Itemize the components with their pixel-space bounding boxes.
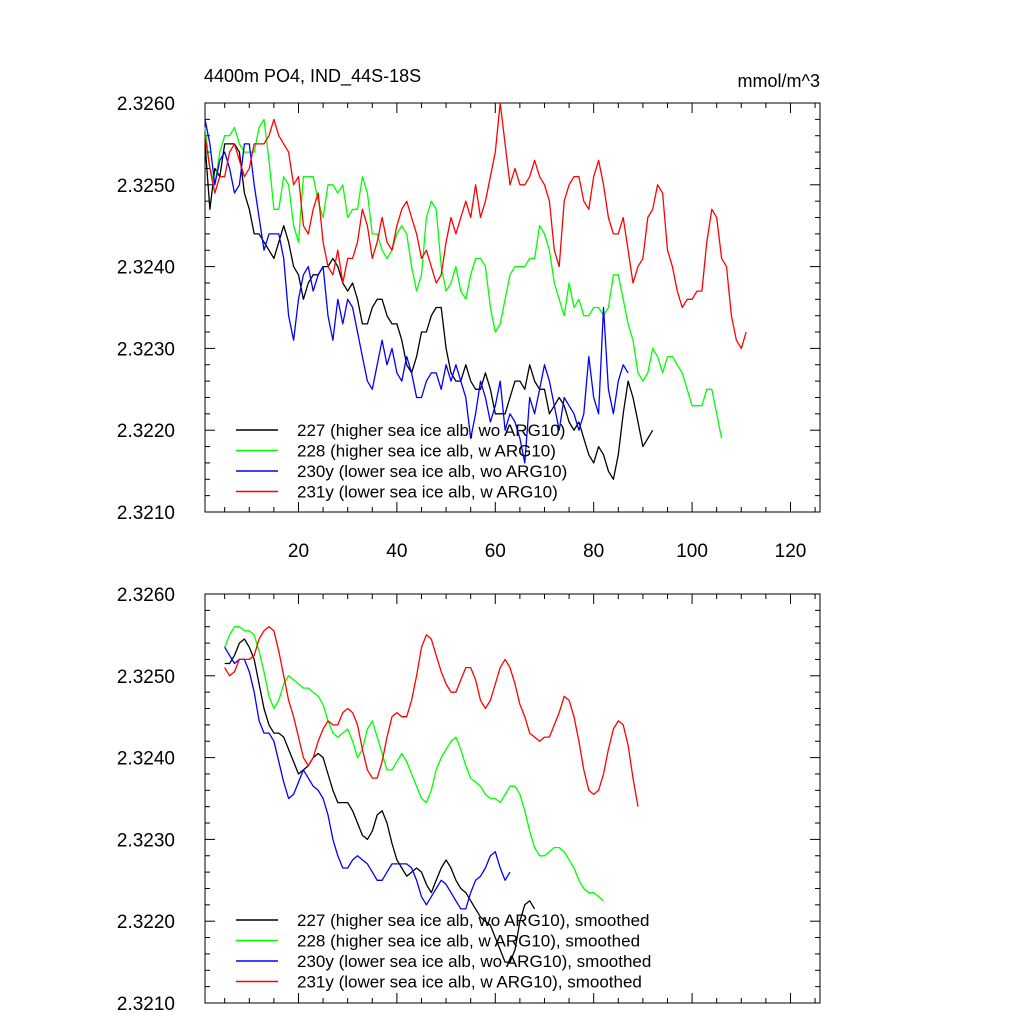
y-tick-label: 2.3240 bbox=[117, 749, 175, 770]
plot-frame bbox=[204, 102, 821, 513]
plot-frame bbox=[204, 593, 821, 1004]
x-tick-label: 40 bbox=[386, 541, 407, 562]
legend-label-4: 231y (lower sea ice alb, w ARG10), smoot… bbox=[297, 973, 642, 992]
x-tick-label: 80 bbox=[583, 541, 604, 562]
y-tick-label: 2.3230 bbox=[117, 339, 175, 360]
x-tick-label: 20 bbox=[288, 541, 309, 562]
smoothed-panel: 2.3210 2.3220 2.3230 2.3240 2.3250 2.3260 227 … bbox=[117, 585, 821, 1015]
legend-label-1: 227 (higher sea ice alb, wo ARG10) bbox=[297, 421, 565, 440]
series-line-1 bbox=[224, 638, 536, 963]
legend-label-4: 231y (lower sea ice alb, w ARG10) bbox=[297, 483, 558, 502]
series-line-2 bbox=[224, 626, 604, 902]
series-line-4 bbox=[224, 626, 639, 807]
y-tick-label: 2.3210 bbox=[117, 503, 175, 524]
chart-title-units: mmol/m^3 bbox=[738, 71, 820, 91]
raw-panel: 2.3210 2.3220 2.3230 2.3240 2.3250 2.3260 20 40… bbox=[117, 94, 821, 562]
y-tick-label: 2.3250 bbox=[117, 176, 175, 197]
x-tick-label: 60 bbox=[485, 541, 506, 562]
y-tick-label: 2.3210 bbox=[117, 994, 175, 1015]
legend-label-1: 227 (higher sea ice alb, wo ARG10), smoo… bbox=[297, 911, 649, 930]
series-line-3 bbox=[204, 119, 629, 464]
y-tick-label: 2.3260 bbox=[117, 585, 175, 606]
series-line-4 bbox=[204, 102, 747, 350]
legend-label-2: 228 (higher sea ice alb, w ARG10) bbox=[297, 442, 556, 461]
y-tick-label: 2.3260 bbox=[117, 94, 175, 115]
y-tick-label: 2.3220 bbox=[117, 421, 175, 442]
y-tick-label: 2.3240 bbox=[117, 258, 175, 279]
x-tick-label: 100 bbox=[676, 541, 708, 562]
y-tick-label: 2.3250 bbox=[117, 667, 175, 688]
y-tick-label: 2.3230 bbox=[117, 830, 175, 851]
legend-label-3: 230y (lower sea ice alb, wo ARG10), smoo… bbox=[297, 952, 651, 971]
chart-title-left: 4400m PO4, IND_44S-18S bbox=[204, 66, 421, 87]
series-line-2 bbox=[204, 118, 723, 439]
y-tick-label: 2.3220 bbox=[117, 912, 175, 933]
legend-label-3: 230y (lower sea ice alb, wo ARG10) bbox=[297, 462, 567, 481]
legend-label-2: 228 (higher sea ice alb, w ARG10), smoot… bbox=[297, 932, 640, 951]
x-tick-label: 120 bbox=[775, 541, 807, 562]
series-line-3 bbox=[224, 646, 511, 910]
